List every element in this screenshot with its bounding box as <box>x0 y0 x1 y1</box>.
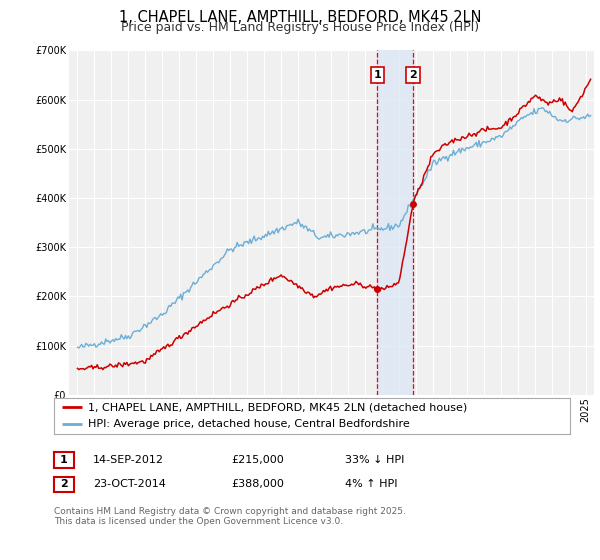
Text: 1: 1 <box>374 70 381 80</box>
Text: 1, CHAPEL LANE, AMPTHILL, BEDFORD, MK45 2LN (detached house): 1, CHAPEL LANE, AMPTHILL, BEDFORD, MK45 … <box>88 403 467 412</box>
Text: 2: 2 <box>409 70 417 80</box>
Bar <box>377 50 413 395</box>
Text: HPI: Average price, detached house, Central Bedfordshire: HPI: Average price, detached house, Cent… <box>88 419 409 429</box>
Text: 1: 1 <box>60 455 68 465</box>
Text: Price paid vs. HM Land Registry's House Price Index (HPI): Price paid vs. HM Land Registry's House … <box>121 21 479 34</box>
Text: 33% ↓ HPI: 33% ↓ HPI <box>345 455 404 465</box>
Text: £388,000: £388,000 <box>231 479 284 489</box>
Text: 2: 2 <box>60 479 68 489</box>
Text: 1, CHAPEL LANE, AMPTHILL, BEDFORD, MK45 2LN: 1, CHAPEL LANE, AMPTHILL, BEDFORD, MK45 … <box>119 10 481 25</box>
Text: Contains HM Land Registry data © Crown copyright and database right 2025.
This d: Contains HM Land Registry data © Crown c… <box>54 507 406 526</box>
Text: 14-SEP-2012: 14-SEP-2012 <box>93 455 164 465</box>
Text: 4% ↑ HPI: 4% ↑ HPI <box>345 479 398 489</box>
Text: 23-OCT-2014: 23-OCT-2014 <box>93 479 166 489</box>
Text: £215,000: £215,000 <box>231 455 284 465</box>
